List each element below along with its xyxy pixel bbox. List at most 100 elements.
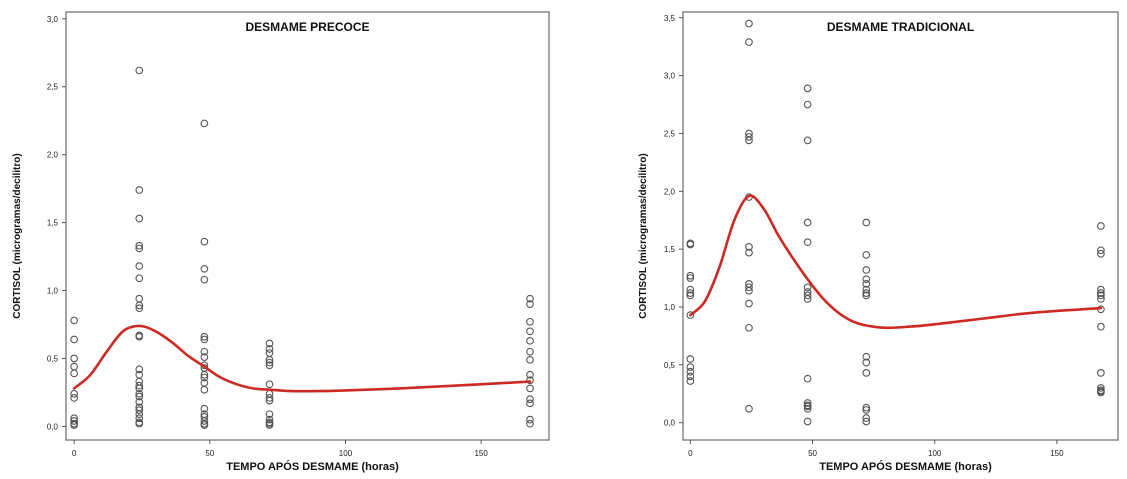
y-tick-label: 1,0 xyxy=(47,287,59,296)
data-point xyxy=(526,317,534,326)
data-point xyxy=(200,373,209,382)
data-point xyxy=(200,385,209,394)
data-point xyxy=(200,421,209,429)
y-tick-label: 0,5 xyxy=(664,361,676,370)
data-point xyxy=(526,419,534,428)
data-point xyxy=(526,399,534,408)
data-point xyxy=(745,286,753,295)
data-point xyxy=(1097,222,1105,230)
data-point xyxy=(686,363,695,371)
data-point xyxy=(70,389,78,398)
y-tick-label: 0,0 xyxy=(47,422,59,431)
plot-frame xyxy=(682,11,1119,441)
data-point xyxy=(862,369,871,377)
fit-curve-line xyxy=(689,194,1103,330)
x-tick-label: 150 xyxy=(474,449,488,458)
data-point xyxy=(135,304,144,313)
data-point xyxy=(1097,285,1105,294)
x-tick-label: 50 xyxy=(808,449,817,458)
x-axis-title: TEMPO APÓS DESMAME (horas) xyxy=(819,460,992,473)
chart-panel-1: DESMAME PRECOCE 0,0 0,5 1,0 1,5 2,0 2,5 3,0 0 50 1… xyxy=(12,11,550,473)
data-point xyxy=(686,289,695,297)
data-point xyxy=(265,355,274,364)
plot-frame xyxy=(65,11,550,441)
fit-curve-line xyxy=(72,324,532,393)
data-point xyxy=(745,283,753,292)
data-point xyxy=(265,415,274,424)
data-point xyxy=(862,358,871,367)
data-point xyxy=(686,274,695,282)
data-point xyxy=(745,404,753,413)
data-point xyxy=(200,404,209,413)
data-point xyxy=(135,381,144,390)
data-point xyxy=(862,291,871,300)
data-point xyxy=(135,214,144,223)
data-point xyxy=(200,237,209,246)
x-tick-label: 0 xyxy=(688,449,693,458)
data-point xyxy=(745,299,753,308)
data-point xyxy=(135,365,144,374)
data-point xyxy=(526,300,534,308)
chart-title: DESMAME TRADICIONAL xyxy=(827,20,974,34)
data-point xyxy=(265,396,274,405)
data-point xyxy=(200,335,209,344)
y-tick-label: 3,0 xyxy=(664,72,676,81)
data-point xyxy=(686,285,695,294)
chart-panel-2: DESMAME TRADICIONAL 0,0 0,5 1,0 1,5 2,0 2,5 3,0… xyxy=(638,11,1119,473)
data-point xyxy=(862,417,871,426)
data-point xyxy=(745,248,753,257)
data-point xyxy=(200,332,209,341)
data-point xyxy=(862,266,871,274)
data-point xyxy=(135,419,144,428)
data-point xyxy=(1097,249,1105,258)
data-point xyxy=(686,377,695,385)
data-point xyxy=(803,84,812,93)
y-tick-label: 1,0 xyxy=(664,303,676,312)
data-point xyxy=(135,262,144,270)
data-point xyxy=(135,398,144,406)
data-point xyxy=(803,291,812,300)
data-point xyxy=(745,242,753,251)
data-point xyxy=(265,345,274,353)
data-point xyxy=(200,417,209,425)
data-point xyxy=(135,406,144,414)
data-point xyxy=(526,336,534,345)
data-point xyxy=(803,238,812,247)
data-point xyxy=(803,218,812,227)
data-point xyxy=(70,335,78,344)
data-point xyxy=(803,295,812,303)
data-point xyxy=(745,323,753,332)
y-axis-title: CORTISOL (microgramas/decilitro) xyxy=(12,153,23,318)
data-point xyxy=(200,347,209,356)
x-tick-label: 0 xyxy=(72,449,77,458)
data-point xyxy=(265,380,274,389)
x-tick-label: 50 xyxy=(205,449,214,458)
data-point xyxy=(200,264,209,273)
data-point xyxy=(526,415,534,424)
data-point xyxy=(265,421,274,429)
data-point xyxy=(70,417,78,425)
data-point xyxy=(526,370,534,379)
y-axis-title: CORTISOL (microgramas/decilitro) xyxy=(638,153,649,318)
data-point xyxy=(135,274,144,283)
y-tick-label: 2,0 xyxy=(664,187,676,196)
data-point xyxy=(1097,246,1105,255)
data-point xyxy=(70,316,78,325)
y-tick-label: 2,5 xyxy=(664,129,676,138)
data-point xyxy=(1097,291,1105,300)
x-tick-label: 100 xyxy=(339,449,353,458)
data-point xyxy=(265,358,274,367)
x-tick-label: 150 xyxy=(1050,449,1064,458)
data-point xyxy=(70,354,78,363)
y-tick-label: 2,0 xyxy=(47,151,59,160)
data-point xyxy=(862,352,871,361)
data-point xyxy=(265,394,274,402)
data-point xyxy=(1097,388,1105,397)
data-point xyxy=(135,410,144,419)
data-point xyxy=(265,339,274,348)
data-point xyxy=(745,38,753,46)
data-point xyxy=(686,367,695,376)
data-point xyxy=(70,394,78,402)
data-point xyxy=(745,19,753,28)
